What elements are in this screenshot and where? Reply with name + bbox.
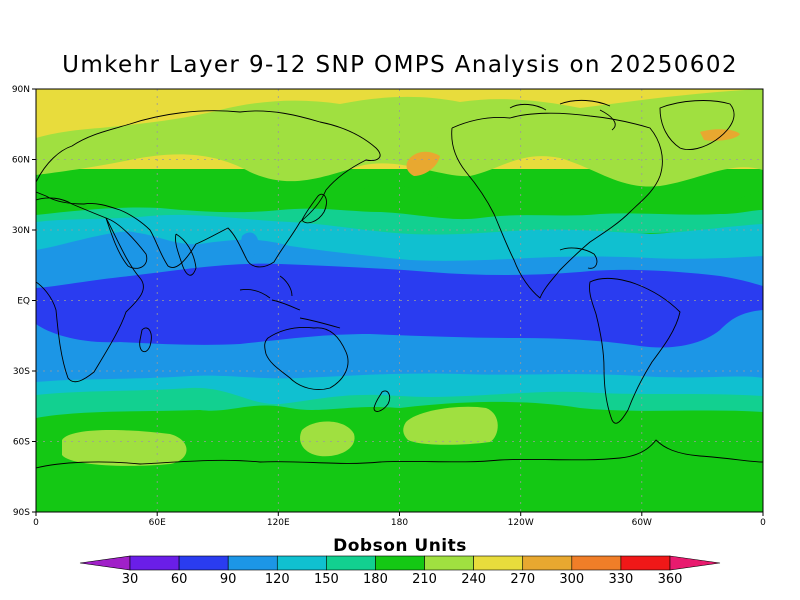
colorbar-tick-label: 120 [265, 572, 290, 587]
axis-ticks [32, 88, 764, 516]
lon-label: 0 [33, 518, 39, 528]
lon-label: 60W [632, 518, 652, 528]
field-patch-n120-2 [240, 232, 258, 261]
coastline-arctic-islands [509, 99, 616, 131]
lat-label: EQ [17, 297, 30, 307]
map-gridlines [36, 89, 763, 512]
coastline-south-america [589, 277, 681, 424]
lon-label: 180 [391, 518, 408, 528]
lat-label: 60S [13, 438, 30, 448]
field-band-n240 [36, 89, 763, 187]
coastline-arabia [105, 217, 148, 269]
colorbar-tick-label: 180 [363, 572, 388, 587]
lat-label: 90S [13, 508, 30, 518]
colorbar-swatch [522, 555, 573, 571]
coastline-australia [264, 327, 349, 390]
coastline-antarctica [36, 439, 763, 469]
lon-label: 60E [149, 518, 166, 528]
field-patch-n300-1 [406, 151, 440, 176]
colorbar-swatch [326, 555, 376, 571]
colorbar-tick-label: 150 [314, 572, 339, 587]
lat-label: 90N [12, 85, 30, 95]
field-band-tropics [36, 263, 763, 348]
field-blob-south-3 [403, 406, 498, 445]
field-blob-south-2 [300, 421, 355, 457]
coastline-india [175, 233, 197, 276]
coastline-africa [36, 197, 144, 383]
colorbar-tick-label: 240 [461, 572, 486, 587]
colorbar-swatch [375, 555, 425, 571]
field-patch-n300-2 [700, 129, 740, 141]
colorbar-swatch [620, 555, 671, 571]
colorbar: 30 60 90 120 150 180 210 240 270 300 330 360 [79, 555, 721, 587]
colorbar-arrow-low [79, 555, 131, 571]
coastline-north-america [451, 112, 663, 299]
colorbar-tick-label: 30 [122, 572, 139, 587]
colorbar-tick-label: 330 [608, 572, 633, 587]
lat-label: 30S [13, 367, 30, 377]
coastline-eurasia [36, 110, 381, 268]
lat-labels: 90N 60N 30N EQ 30S 60S 90S [12, 85, 30, 518]
field-patch-n120-1 [111, 231, 144, 255]
colorbar-swatch [473, 555, 524, 571]
lat-label: 30N [12, 226, 30, 236]
coastline-gulf [559, 247, 598, 269]
coastline-greenland [659, 100, 735, 151]
colorbar-tick-label: 210 [412, 572, 437, 587]
colorbar-arrow-high [669, 555, 721, 571]
colorbar-title: Dobson Units [333, 536, 467, 556]
colorbar-swatch [424, 555, 474, 571]
coastline-indonesia [239, 275, 341, 329]
field-blob-south-1 [62, 430, 187, 466]
coastline-new-zealand [373, 390, 391, 412]
lat-label: 60N [12, 156, 30, 166]
colorbar-tick-label: 90 [220, 572, 237, 587]
lon-label: 120E [267, 518, 290, 528]
coastline-japan [301, 193, 327, 224]
colorbar-swatch [276, 555, 327, 571]
lon-label: 120W [508, 518, 534, 528]
coastlines [36, 99, 763, 469]
colorbar-tick-label: 60 [171, 572, 188, 587]
lon-label: 0 [760, 518, 766, 528]
colorbar-tick-label: 270 [510, 572, 535, 587]
coastline-madagascar [139, 327, 152, 353]
colorbar-tick-label: 300 [559, 572, 584, 587]
map-title: Umkehr Layer 9-12 SNP OMPS Analysis on 2… [62, 52, 738, 78]
colorbar-swatch [129, 555, 180, 571]
colorbar-tick-label: 360 [658, 572, 683, 587]
colorbar-swatch [227, 555, 278, 571]
lon-labels: 0 60E 120E 180 120W 60W 0 [33, 518, 766, 528]
colorbar-swatch [178, 555, 229, 571]
colorbar-swatch [571, 555, 622, 571]
